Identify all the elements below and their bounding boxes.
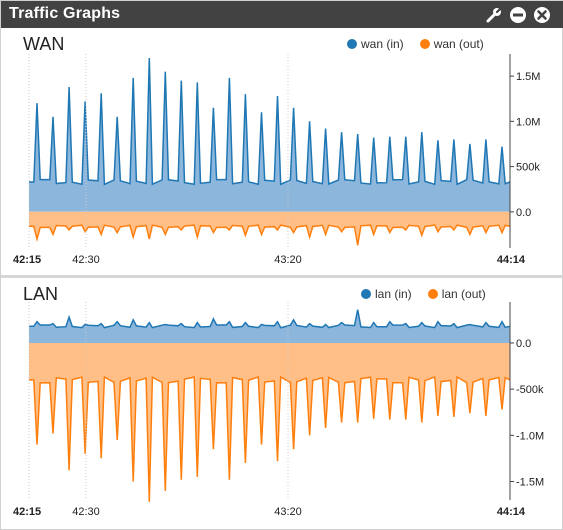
series-in-line [29, 57, 511, 186]
minimize-icon[interactable] [508, 5, 528, 25]
x-tick-label: 42:30 [72, 506, 100, 518]
titlebar-actions [484, 5, 552, 25]
wan-legend: wan (in) wan (out) [347, 37, 484, 51]
x-tick-label: 42:15 [13, 506, 41, 518]
wan-chart: 1.5M 1.0M 500k 0.0 42:15 42:30 43:20 44:14 [13, 54, 540, 266]
panel-divider [1, 275, 563, 278]
y-tick-label: -1.5M [516, 477, 544, 489]
wrench-icon[interactable] [484, 5, 504, 25]
series-out-area [29, 211, 510, 246]
widget-titlebar: Traffic Graphs [1, 1, 563, 28]
legend-dot [361, 289, 371, 299]
legend-label: wan (in) [361, 37, 404, 51]
lan-chart: 0.0 -500k -1.0M -1.5M 42:15 42:30 43:20 44:14 [13, 302, 544, 518]
y-tick-label: 1.0M [516, 116, 540, 128]
x-tick-label: 44:14 [497, 506, 526, 518]
lan-legend: lan (in) lan (out) [361, 287, 486, 301]
series-in-line [29, 309, 511, 329]
series-out-area [29, 343, 510, 502]
legend-lan-in[interactable]: lan (in) [361, 287, 412, 301]
series-out-line [29, 224, 511, 246]
y-tick-label: 1.5M [516, 71, 540, 83]
legend-label: lan (in) [375, 287, 412, 301]
x-tick-label: 44:14 [497, 254, 526, 266]
y-tick-label: 500k [516, 162, 540, 174]
wan-chart-title: WAN [23, 34, 65, 54]
legend-wan-out[interactable]: wan (out) [419, 37, 484, 51]
lan-chart-panel: LAN lan (in) lan (out) 0.0 -500k -1.0M -1.5… [1, 278, 563, 530]
legend-dot [419, 39, 430, 49]
x-tick-label: 42:15 [13, 254, 41, 266]
legend-lan-out[interactable]: lan (out) [427, 287, 486, 301]
legend-label: wan (out) [433, 37, 484, 51]
x-tick-label: 43:20 [274, 254, 302, 266]
legend-dot [427, 289, 438, 299]
y-tick-label: 0.0 [516, 207, 531, 219]
y-tick-label: 0.0 [516, 338, 531, 350]
series-out-line [29, 375, 511, 502]
y-tick-label: -500k [516, 384, 544, 396]
legend-label: lan (out) [441, 287, 486, 301]
x-tick-label: 42:30 [72, 254, 100, 266]
close-icon[interactable] [532, 5, 552, 25]
y-tick-label: -1.0M [516, 430, 544, 442]
series-in-area [29, 58, 510, 212]
legend-dot [347, 39, 357, 49]
x-tick-label: 43:20 [274, 506, 302, 518]
legend-wan-in[interactable]: wan (in) [347, 37, 404, 51]
wan-chart-panel: WAN wan (in) wan (out) 1.5M 1.0M 500k 0.0 42… [1, 28, 563, 275]
lan-chart-title: LAN [23, 284, 59, 304]
widget-title: Traffic Graphs [9, 5, 121, 22]
